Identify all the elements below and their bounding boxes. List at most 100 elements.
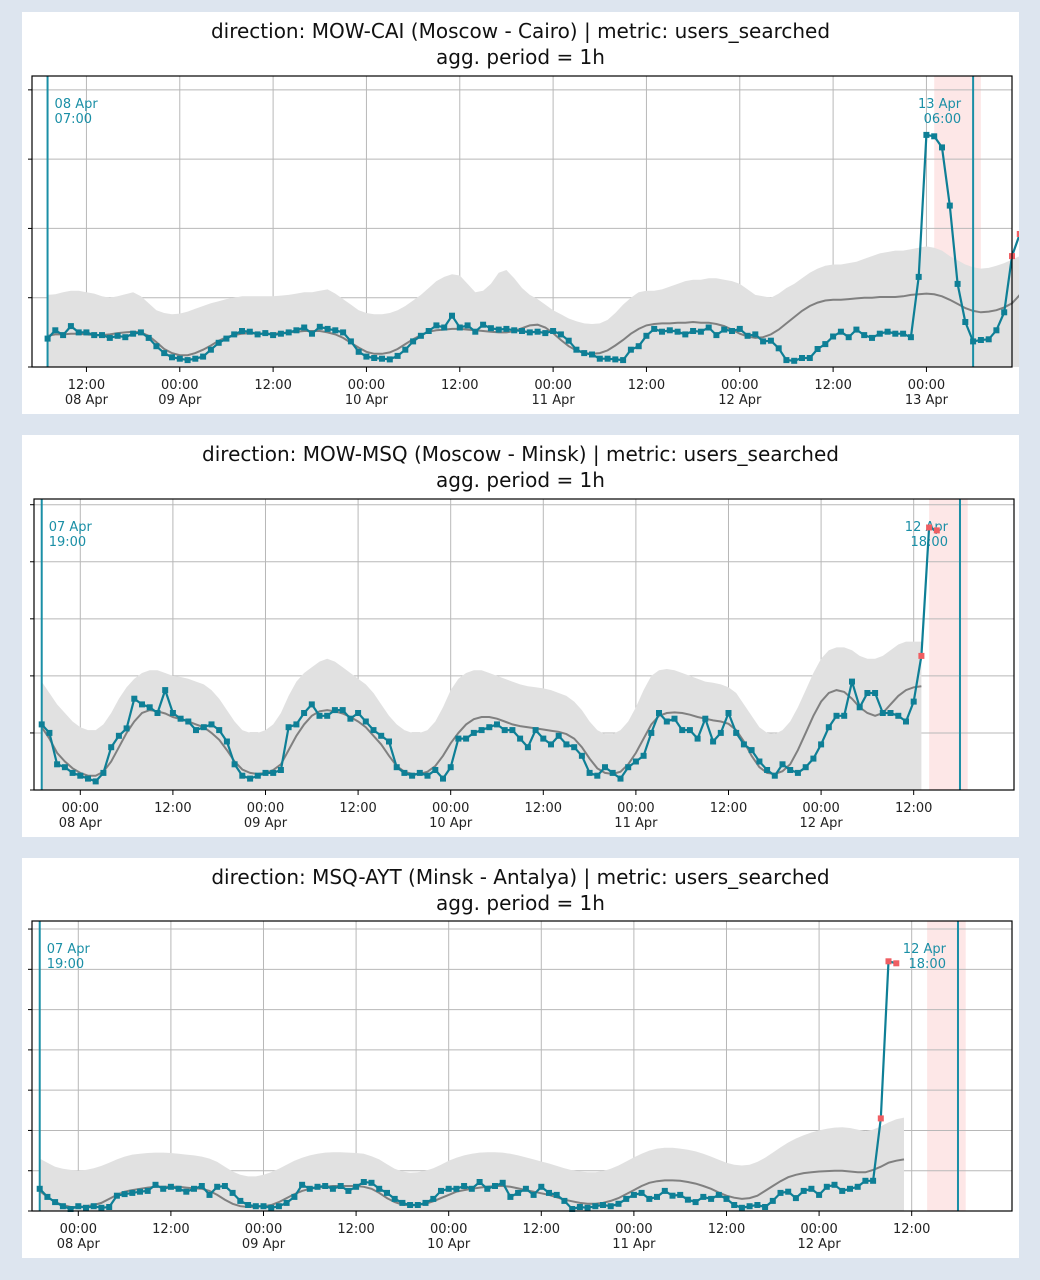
- data-point: [573, 346, 580, 353]
- data-point: [849, 678, 855, 685]
- data-point: [316, 712, 323, 719]
- x-tick-label: 12:00: [893, 1222, 930, 1237]
- data-point: [524, 744, 531, 751]
- data-point: [756, 758, 763, 765]
- data-point: [154, 710, 161, 716]
- data-point: [487, 325, 494, 332]
- data-point: [324, 325, 331, 332]
- data-point: [393, 764, 400, 771]
- x-tick-label: 12:00: [254, 378, 291, 393]
- data-point: [106, 1204, 113, 1210]
- anomaly-zone: [929, 499, 968, 790]
- data-point: [355, 348, 362, 355]
- data-point: [602, 764, 608, 771]
- anomaly-point: [877, 1115, 884, 1122]
- data-point: [106, 334, 113, 341]
- data-point: [440, 775, 446, 782]
- data-point: [542, 330, 549, 337]
- data-point: [108, 744, 115, 751]
- data-point: [682, 331, 689, 338]
- data-point: [586, 769, 593, 776]
- data-point: [324, 712, 331, 719]
- data-point: [534, 328, 541, 335]
- data-point: [399, 1199, 406, 1206]
- data-point: [557, 331, 564, 338]
- data-point: [90, 1203, 97, 1210]
- data-point: [347, 715, 354, 722]
- data-point: [576, 1204, 583, 1210]
- data-point: [738, 1204, 745, 1211]
- marker-label: 07:00: [55, 112, 92, 127]
- data-point: [376, 1185, 383, 1192]
- data-point: [191, 1185, 197, 1192]
- marker-label: 06:00: [924, 112, 961, 127]
- data-point: [808, 1185, 815, 1192]
- data-point: [818, 741, 825, 748]
- data-point: [394, 352, 401, 359]
- data-point: [306, 1185, 313, 1192]
- data-point: [223, 738, 230, 745]
- data-point: [800, 1187, 807, 1194]
- data-point: [152, 1181, 159, 1188]
- data-point: [470, 729, 477, 736]
- data-point: [254, 772, 261, 779]
- data-point: [285, 329, 292, 336]
- data-point: [690, 328, 697, 334]
- marker-label: 18:00: [909, 957, 946, 972]
- x-tick-label: 00:00: [908, 378, 945, 393]
- data-point: [391, 1195, 398, 1202]
- data-point: [623, 1195, 630, 1202]
- x-tick-label: 12:00: [708, 1222, 745, 1237]
- data-point: [185, 718, 192, 725]
- data-point: [61, 764, 68, 771]
- data-point: [553, 1191, 560, 1198]
- data-point: [322, 1183, 329, 1189]
- series-line: [38, 960, 897, 1211]
- data-point: [862, 1177, 869, 1184]
- data-point: [499, 1179, 506, 1186]
- data-point: [464, 322, 471, 329]
- x-tick-label: 11 Apr: [614, 816, 658, 831]
- x-tick-label: 12 Apr: [800, 816, 844, 831]
- data-point: [301, 324, 308, 331]
- x-tick-label: 09 Apr: [158, 393, 202, 408]
- data-point: [856, 704, 863, 711]
- data-point: [353, 1183, 360, 1190]
- data-point: [663, 718, 670, 725]
- data-point: [733, 729, 740, 736]
- data-point: [715, 1191, 722, 1198]
- data-point: [519, 328, 525, 334]
- data-point: [200, 353, 207, 360]
- data-point: [578, 752, 585, 759]
- data-point: [91, 332, 98, 339]
- data-point: [246, 328, 253, 335]
- data-point: [555, 732, 562, 739]
- data-point: [651, 325, 658, 332]
- data-point: [430, 1195, 437, 1202]
- x-tick-label: 10 Apr: [345, 393, 389, 408]
- data-point: [620, 357, 627, 364]
- data-point: [270, 769, 277, 776]
- data-point: [540, 735, 547, 742]
- data-point: [509, 727, 516, 734]
- data-point: [113, 1192, 120, 1199]
- data-point: [386, 738, 392, 745]
- data-point: [993, 327, 1000, 334]
- data-point: [853, 326, 860, 333]
- x-tick-label: 11 Apr: [532, 393, 576, 408]
- x-tick-label: 00:00: [802, 801, 839, 816]
- data-point: [229, 1189, 236, 1196]
- data-point: [671, 715, 678, 722]
- data-point: [729, 328, 735, 334]
- data-point: [223, 335, 230, 342]
- data-point: [907, 334, 914, 341]
- data-point: [270, 332, 277, 339]
- data-point: [67, 1206, 74, 1212]
- data-point: [600, 1202, 606, 1208]
- data-point: [386, 356, 393, 363]
- data-point: [831, 1181, 838, 1188]
- data-point: [511, 327, 518, 334]
- data-point: [231, 761, 238, 768]
- data-point: [123, 725, 130, 732]
